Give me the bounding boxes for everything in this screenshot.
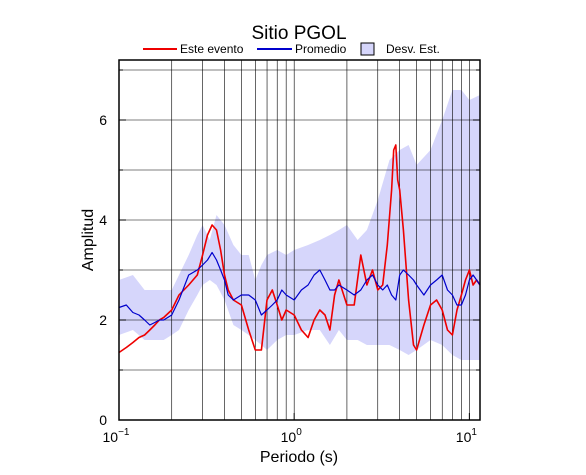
std-band-area	[119, 90, 480, 360]
std-band-layer	[119, 90, 480, 360]
x-tick-label: 100	[281, 427, 303, 445]
y-tick-label: 2	[99, 312, 107, 328]
legend-std-swatch	[360, 42, 375, 56]
x-tick-label: 10−1	[103, 427, 130, 445]
y-tick-label: 6	[99, 112, 107, 128]
legend-event-label: Este evento	[180, 42, 244, 56]
mean-series-line	[118, 251, 481, 326]
chart-title: Sitio PGOL	[251, 23, 346, 44]
y-tick-label: 0	[99, 412, 107, 428]
legend-std-label: Desv. Est.	[386, 42, 440, 56]
legend: Este evento Promedio Desv. Est.	[143, 42, 440, 56]
y-tick-label: 4	[99, 212, 107, 228]
x-tick-label: 101	[456, 427, 478, 445]
grid-layer	[118, 60, 480, 420]
event-series-line	[118, 144, 481, 354]
y-axis-label: Amplitud	[80, 209, 97, 271]
legend-mean-label: Promedio	[295, 42, 347, 56]
plot-frame	[118, 59, 481, 421]
x-axis-label: Periodo (s)	[260, 449, 338, 466]
series-layer	[118, 144, 481, 354]
